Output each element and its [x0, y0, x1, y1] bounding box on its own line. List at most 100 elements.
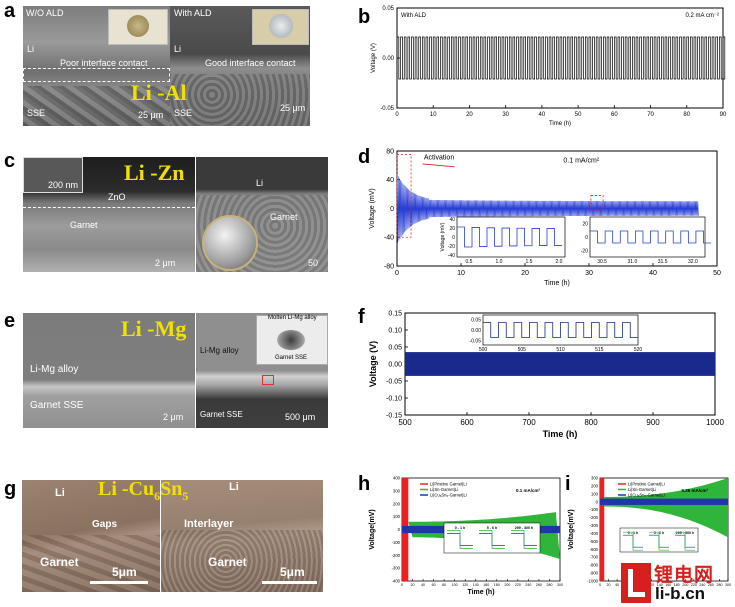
- x-tick-label: 20: [521, 270, 529, 277]
- e-inset-bottom: Garnet SSE: [275, 355, 308, 361]
- d-series-line: [396, 174, 699, 243]
- x-tick-label: 240: [699, 583, 705, 587]
- x-tick-label: 10: [430, 112, 437, 118]
- b-annotation-left: With ALD: [401, 13, 427, 19]
- c-inset-scale: 200 nm: [48, 180, 79, 190]
- x-tick-label: 20: [466, 112, 473, 118]
- x-tick-label: 240: [525, 583, 531, 587]
- a-material-label: Li -Al: [131, 80, 187, 105]
- g-material-label: Li -Cu6Sn5: [98, 478, 188, 504]
- y-tick-label: -100: [392, 540, 401, 545]
- y-tick-label: -0.15: [386, 412, 402, 419]
- annotation: 0.1 mA/cm²: [516, 488, 541, 493]
- y-axis-label: Voltage(mV): [369, 509, 376, 549]
- d-inset2-xtick: 32.0: [688, 259, 698, 265]
- c-garnet-left: Garnet: [70, 220, 98, 230]
- y-tick-label: 300: [591, 476, 599, 481]
- x-tick-label: 0: [401, 583, 403, 587]
- x-tick-label: 280: [546, 583, 552, 587]
- x-tick-label: 60: [432, 583, 436, 587]
- e-scale-left: 2 μm: [163, 412, 184, 422]
- d-inset2-frame: [589, 216, 706, 258]
- d-activation-label: Activation: [424, 155, 454, 162]
- y-tick-label: 200: [393, 501, 401, 506]
- y-tick-label: 200: [591, 483, 599, 488]
- g-li-right: Li: [229, 481, 239, 493]
- c-scale-left: 2 μm: [155, 258, 176, 268]
- d-annotation: 0.1 mA/cm²: [563, 158, 599, 165]
- d-inset1-ytick: 20: [449, 226, 455, 232]
- x-tick-label: 30: [502, 112, 509, 118]
- a-right-inset-photo: [252, 9, 309, 45]
- a-left-inset-photo: [108, 9, 168, 45]
- x-tick-label: 90: [720, 112, 727, 118]
- inset-green-trace: [649, 531, 669, 551]
- x-tick-label: 180: [674, 583, 680, 587]
- d-inset1-line: [457, 226, 562, 248]
- x-tick-label: 40: [421, 583, 425, 587]
- series-blue-band: [600, 498, 728, 505]
- d-inset1-ylabel: Voltage (mV): [440, 222, 446, 251]
- y-axis-label: Voltage (mV): [369, 188, 376, 228]
- y-tick-label: 100: [393, 514, 401, 519]
- x-tick-label: 20: [411, 583, 415, 587]
- f-inset-xtick: 500: [479, 347, 488, 353]
- legend-label: Li|Cu₆Sn₅-Garnet|Li: [628, 493, 665, 498]
- x-tick-label: 80: [683, 112, 690, 118]
- g-material-mid: Sn: [160, 478, 183, 500]
- panel-label-h: h: [358, 473, 371, 495]
- panel-label-f: f: [358, 306, 365, 328]
- legend-label: Li|Sn-Garnet|Li: [430, 487, 458, 492]
- y-tick-label: 100: [591, 491, 599, 496]
- g-li-left: Li: [55, 487, 65, 499]
- x-tick-label: 700: [522, 418, 536, 427]
- x-tick-label: 100: [452, 583, 458, 587]
- inset-label: 0 - 1 h: [455, 526, 465, 530]
- y-tick-label: 0.10: [388, 327, 402, 334]
- x-tick-label: 80: [442, 583, 446, 587]
- g-gaps: Gaps: [92, 519, 118, 530]
- y-tick-label: -400: [392, 579, 401, 584]
- sem-image-e-left: [23, 313, 195, 428]
- d-inset1-xtick: 1.0: [496, 259, 503, 265]
- x-axis-label: Time (h): [467, 589, 494, 596]
- y-tick-label: 0: [390, 206, 394, 213]
- y-tick-label: 300: [393, 488, 401, 493]
- d-activation-box: [396, 154, 412, 238]
- x-tick-label: 40: [539, 112, 546, 118]
- x-tick-label: 260: [708, 583, 714, 587]
- f-inset-ytick: -0.05: [470, 339, 482, 345]
- d-inset2-line: [590, 230, 712, 244]
- inset-green-trace: [479, 530, 505, 549]
- e-garnet-left: Garnet SSE: [30, 400, 84, 411]
- sem-image-g-right: [161, 480, 323, 592]
- d-inset2-xtick: 31.5: [658, 259, 668, 265]
- f-inset-xtick: 510: [556, 347, 565, 353]
- y-tick-label: -600: [590, 547, 599, 552]
- d-inset2-ytick: 0: [585, 235, 588, 241]
- inset-label: 5 - 6 h: [487, 526, 497, 530]
- g-scale-left: 5μm: [112, 565, 137, 579]
- d-zoom-box: [590, 195, 604, 211]
- y-tick-label: 0: [398, 527, 401, 532]
- x-tick-label: 160: [665, 583, 671, 587]
- d-inset1-frame: [456, 216, 566, 258]
- y-tick-label: 0.15: [388, 310, 402, 317]
- watermark-brand: 锂电网: [654, 564, 715, 586]
- chart-h: 0 20 40 60 80 100 120 140 160 180 200 220 240 260 280 3…: [369, 476, 563, 597]
- d-inset1-ytick: -20: [448, 244, 455, 250]
- g-scale-right: 5μm: [280, 565, 305, 579]
- inset-green-trace: [511, 530, 537, 549]
- y-tick-label: -300: [590, 523, 599, 528]
- x-axis-label: Time (h): [549, 121, 571, 127]
- inset-green-trace: [447, 530, 473, 549]
- d-inset1-ytick: 0: [452, 235, 455, 241]
- x-tick-label: 0: [599, 583, 601, 587]
- b-series-line: [397, 36, 726, 80]
- legend-label: Li|Cu₆Sn₅-Garnet|Li: [430, 493, 467, 498]
- g-garnet-right: Garnet: [208, 555, 247, 569]
- g-scalebar-right: [262, 581, 317, 584]
- y-tick-label: -0.05: [380, 106, 394, 112]
- f-inset-xtick: 515: [595, 347, 604, 353]
- sem-image-c-right: [196, 157, 328, 272]
